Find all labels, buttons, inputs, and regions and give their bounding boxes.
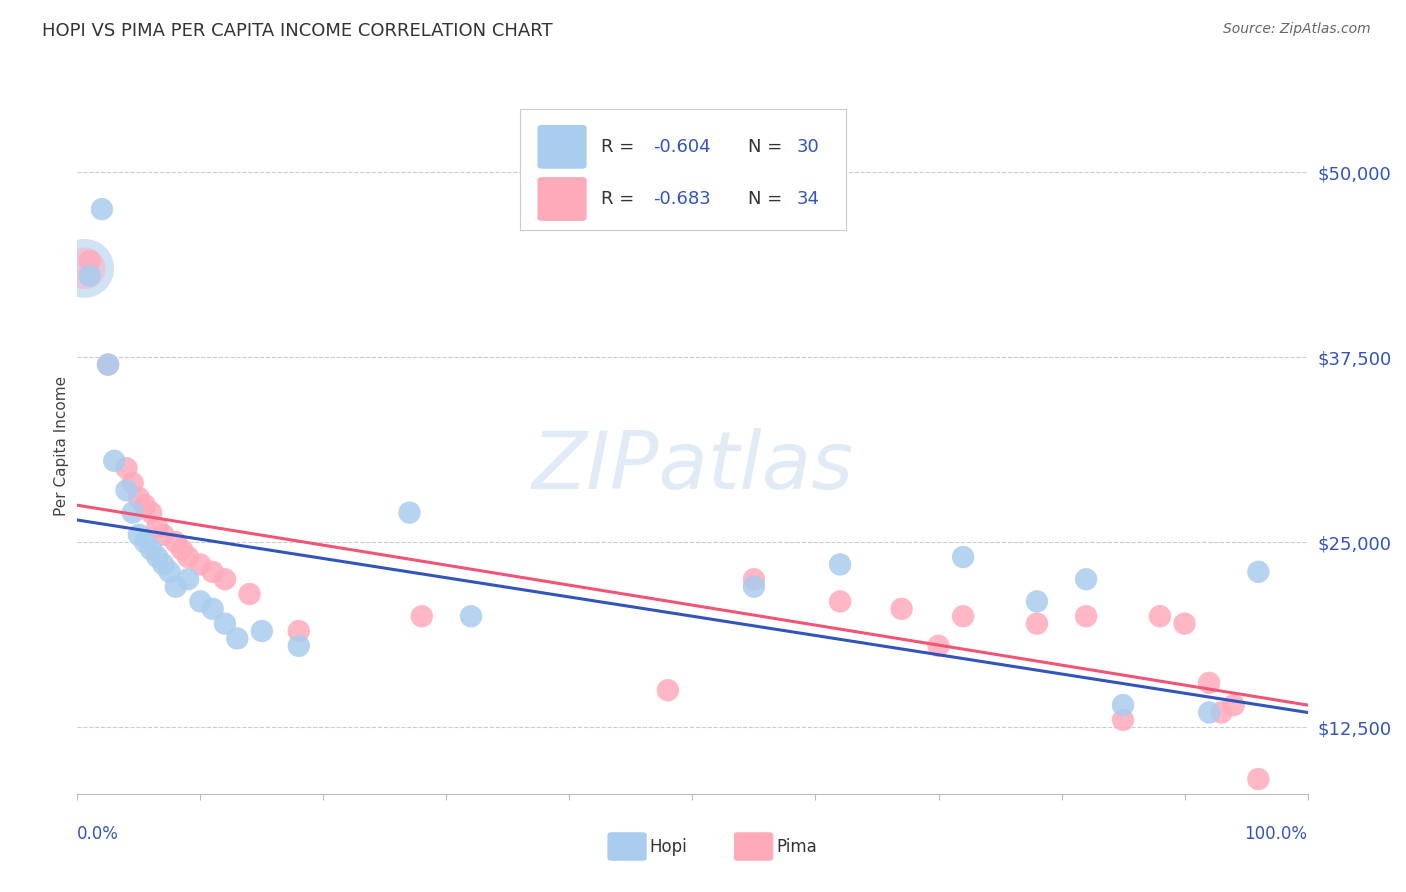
Point xyxy=(742,580,765,594)
Point xyxy=(128,528,150,542)
Point xyxy=(165,535,187,549)
Point xyxy=(1026,594,1049,608)
Point xyxy=(1211,706,1233,720)
Point xyxy=(214,572,236,586)
Point xyxy=(657,683,679,698)
Point xyxy=(830,558,852,572)
Point xyxy=(288,639,311,653)
Point xyxy=(890,602,912,616)
Text: Hopi: Hopi xyxy=(650,838,688,855)
Point xyxy=(1112,713,1135,727)
Point xyxy=(201,602,224,616)
Point xyxy=(115,461,138,475)
Point xyxy=(79,254,101,268)
Point xyxy=(134,498,156,512)
Text: Pima: Pima xyxy=(776,838,817,855)
Point xyxy=(146,549,169,564)
Point xyxy=(1223,698,1246,712)
Point xyxy=(177,549,200,564)
Point xyxy=(1136,802,1159,816)
Point xyxy=(1149,609,1171,624)
FancyBboxPatch shape xyxy=(537,125,586,169)
Point xyxy=(128,491,150,505)
Point xyxy=(152,528,174,542)
Point xyxy=(928,639,950,653)
Point xyxy=(411,609,433,624)
Point xyxy=(226,632,249,646)
Point xyxy=(121,506,143,520)
Point xyxy=(1198,676,1220,690)
Text: 100.0%: 100.0% xyxy=(1244,825,1308,843)
Text: 30: 30 xyxy=(797,138,820,156)
Point xyxy=(141,506,163,520)
Point xyxy=(201,565,224,579)
Text: HOPI VS PIMA PER CAPITA INCOME CORRELATION CHART: HOPI VS PIMA PER CAPITA INCOME CORRELATI… xyxy=(42,22,553,40)
Point xyxy=(97,358,120,372)
Point xyxy=(1026,616,1049,631)
Point xyxy=(188,558,212,572)
Point xyxy=(460,609,482,624)
Text: -0.604: -0.604 xyxy=(654,138,710,156)
Point xyxy=(115,483,138,498)
Point xyxy=(214,616,236,631)
Point xyxy=(239,587,262,601)
Point xyxy=(90,202,114,216)
Point xyxy=(177,572,200,586)
Point xyxy=(97,358,120,372)
Point xyxy=(1112,698,1135,712)
Point xyxy=(1076,572,1098,586)
Point xyxy=(121,475,143,490)
Point xyxy=(952,609,974,624)
Y-axis label: Per Capita Income: Per Capita Income xyxy=(53,376,69,516)
Text: N =: N = xyxy=(748,138,787,156)
Text: -0.683: -0.683 xyxy=(654,190,711,208)
Point xyxy=(103,454,125,468)
Point xyxy=(1174,616,1197,631)
Text: 0.0%: 0.0% xyxy=(77,825,120,843)
Point xyxy=(73,261,96,276)
Point xyxy=(288,624,311,638)
Text: Source: ZipAtlas.com: Source: ZipAtlas.com xyxy=(1223,22,1371,37)
Text: 34: 34 xyxy=(797,190,820,208)
Point xyxy=(159,565,181,579)
Text: R =: R = xyxy=(602,138,640,156)
Point xyxy=(1198,706,1220,720)
Point xyxy=(152,558,174,572)
Point xyxy=(188,594,212,608)
Point xyxy=(170,542,193,557)
Point xyxy=(952,549,974,564)
FancyBboxPatch shape xyxy=(520,109,846,230)
Text: N =: N = xyxy=(748,190,787,208)
Point xyxy=(398,506,420,520)
Point xyxy=(1247,565,1270,579)
Text: ZIPatlas: ZIPatlas xyxy=(531,428,853,506)
Point xyxy=(73,261,96,276)
Text: R =: R = xyxy=(602,190,640,208)
Point xyxy=(1076,609,1098,624)
Point xyxy=(742,572,765,586)
Point xyxy=(79,268,101,283)
Point xyxy=(1247,772,1270,786)
Point xyxy=(250,624,273,638)
FancyBboxPatch shape xyxy=(537,178,586,221)
Point xyxy=(830,594,852,608)
Point xyxy=(134,535,156,549)
Point xyxy=(165,580,187,594)
Point xyxy=(146,520,169,534)
Point xyxy=(141,542,163,557)
